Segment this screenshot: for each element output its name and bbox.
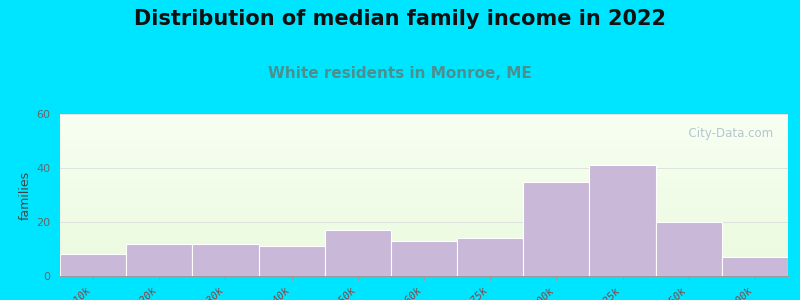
Text: White residents in Monroe, ME: White residents in Monroe, ME	[268, 66, 532, 81]
Bar	[126, 244, 192, 276]
Bar	[523, 182, 590, 276]
Y-axis label: families: families	[19, 170, 32, 220]
Bar	[457, 238, 523, 276]
Bar	[192, 244, 258, 276]
Bar	[391, 241, 457, 276]
Bar	[325, 230, 391, 276]
Bar	[126, 244, 192, 276]
Bar	[325, 230, 391, 276]
Bar	[192, 244, 258, 276]
Bar	[60, 254, 126, 276]
Bar	[523, 182, 590, 276]
Bar	[391, 241, 457, 276]
Bar	[656, 222, 722, 276]
Bar	[722, 257, 788, 276]
Bar	[590, 165, 656, 276]
Bar	[656, 222, 722, 276]
Bar	[457, 238, 523, 276]
Bar	[722, 257, 788, 276]
Bar	[258, 246, 325, 276]
Text: City-Data.com: City-Data.com	[682, 127, 774, 140]
Bar	[590, 165, 656, 276]
Text: Distribution of median family income in 2022: Distribution of median family income in …	[134, 9, 666, 29]
Bar	[258, 246, 325, 276]
Bar	[60, 254, 126, 276]
